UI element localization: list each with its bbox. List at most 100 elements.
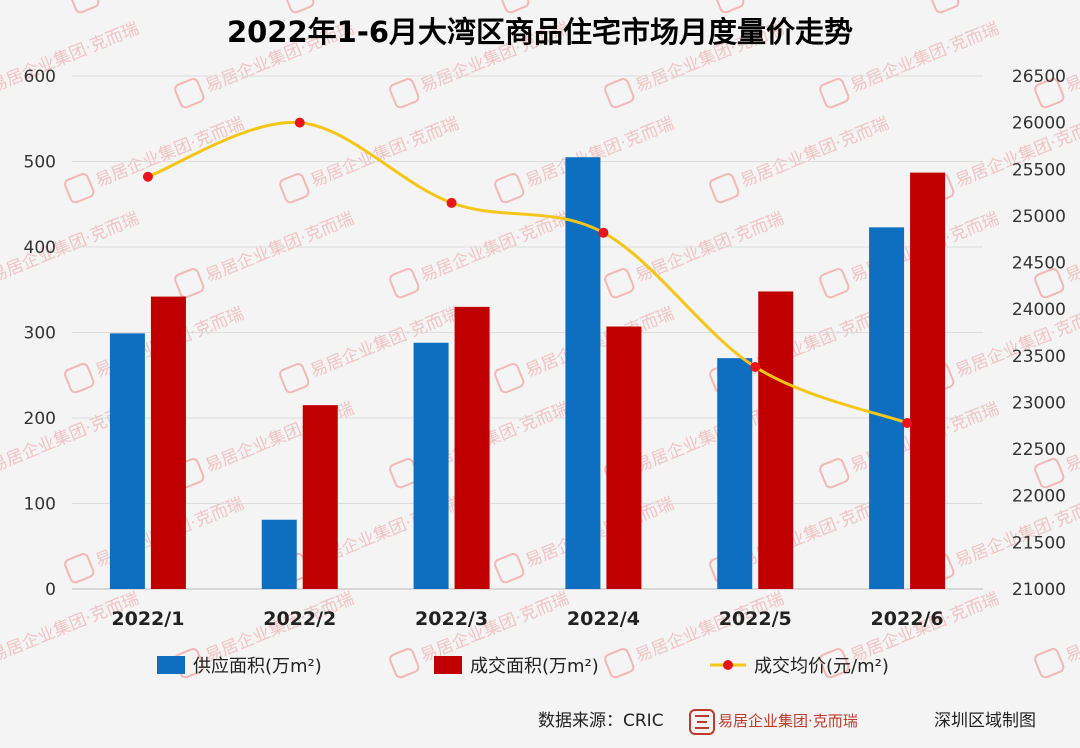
- watermark-logo-icon: [714, 0, 745, 14]
- footer: 数据来源：CRIC 易居企业集团·克而瑞 深圳区域制图: [538, 709, 1036, 735]
- y-right-tick-label: 26000: [1012, 114, 1066, 134]
- watermark-item: 易居企业集团·克而瑞: [0, 19, 142, 97]
- y-right-tick-label: 26500: [1012, 67, 1066, 87]
- y-left-tick-label: 500: [24, 153, 56, 173]
- brand-logo-icon: [689, 709, 715, 735]
- watermark-text: 易居企业集团·克而瑞: [958, 0, 1080, 2]
- bar-sales: [606, 326, 642, 589]
- y-right-tick-label: 24000: [1012, 300, 1066, 320]
- watermark-logo-icon: [929, 0, 960, 14]
- y-right-tick-label: 23500: [1012, 347, 1066, 367]
- bar-sales: [150, 296, 186, 589]
- watermark-logo-icon: [709, 173, 740, 204]
- legend-label: 供应面积(万m²): [193, 656, 322, 677]
- watermark-text: 易居企业集团·克而瑞: [203, 209, 357, 287]
- watermark-logo-icon: [69, 0, 100, 14]
- watermark-logo-icon: [279, 363, 310, 394]
- watermark-text: 易居企业集团·克而瑞: [1063, 589, 1080, 667]
- x-axis: 2022/1 2022/2 2022/3 2022/4 2022/5 2022/6: [111, 608, 943, 630]
- watermark-item: 易居企业集团·克而瑞: [499, 0, 682, 14]
- maker-text: 深圳区域制图: [934, 711, 1036, 731]
- price-point: [902, 417, 913, 428]
- y-axis-right: 21000 21500 22000 22500 23000 23500 24000 24500…: [1012, 67, 1066, 600]
- x-tick-label: 2022/1: [111, 608, 184, 630]
- watermark-logo-icon: [389, 648, 420, 679]
- legend-swatch: [434, 656, 462, 674]
- chart-title: 2022年1-6月大湾区商品住宅市场月度量价走势: [227, 15, 853, 49]
- watermark-text: 易居企业集团·克而瑞: [93, 114, 247, 192]
- watermark-text: 易居企业集团·克而瑞: [0, 19, 142, 97]
- bar-sales: [454, 306, 490, 589]
- watermark-logo-icon: [494, 173, 525, 204]
- watermark-logo-icon: [174, 78, 205, 109]
- watermark-logo-icon: [284, 0, 315, 14]
- grid-lines: [72, 75, 983, 590]
- watermark-text: 易居企业集团·克而瑞: [308, 114, 462, 192]
- watermark-text: 易居企业集团·克而瑞: [528, 0, 682, 2]
- price-point: [598, 227, 609, 238]
- legend-item: 成交面积(万m²): [434, 656, 599, 677]
- watermark-text: 易居企业集团·克而瑞: [98, 0, 252, 2]
- line-series: [142, 117, 913, 428]
- x-tick-label: 2022/6: [871, 608, 944, 630]
- watermark-logo-icon: [819, 268, 850, 299]
- bar-supply: [109, 333, 145, 589]
- y-left-tick-label: 600: [24, 67, 56, 87]
- y-left-tick-label: 100: [24, 495, 56, 515]
- watermark-item: 易居企业集团·克而瑞: [64, 114, 247, 204]
- bar-supply: [413, 342, 449, 589]
- y-right-tick-label: 23000: [1012, 393, 1066, 413]
- price-point: [750, 362, 761, 373]
- watermark-logo-icon: [64, 553, 95, 584]
- watermark-item: 易居企业集团·克而瑞: [0, 0, 37, 2]
- source-text: 数据来源：CRIC: [538, 711, 664, 731]
- watermark-logo-icon: [494, 363, 525, 394]
- price-point: [446, 197, 457, 208]
- y-left-tick-label: 200: [24, 409, 56, 429]
- bar-supply: [261, 519, 297, 589]
- watermark-text: 易居企业集团·克而瑞: [313, 0, 467, 2]
- watermark-text: 易居企业集团·克而瑞: [743, 0, 897, 2]
- watermark-logo-icon: [1034, 458, 1065, 489]
- bar-supply: [869, 227, 905, 589]
- legend-label: 成交均价(元/m²): [754, 656, 889, 677]
- watermark-item: 易居企业集团·克而瑞: [0, 589, 142, 667]
- price-line: [147, 121, 908, 425]
- watermark-logo-icon: [174, 268, 205, 299]
- x-tick-label: 2022/5: [719, 608, 792, 630]
- watermark-logo-icon: [389, 268, 420, 299]
- watermark-logo-icon: [64, 363, 95, 394]
- watermark-logo-icon: [819, 648, 850, 679]
- legend-label: 成交面积(万m²): [470, 656, 599, 677]
- legend-marker: [723, 660, 733, 670]
- brand-text: 易居企业集团·克而瑞: [718, 712, 858, 730]
- y-right-tick-label: 25500: [1012, 160, 1066, 180]
- watermark-logo-icon: [819, 78, 850, 109]
- y-right-tick-label: 24500: [1012, 254, 1066, 274]
- y-left-tick-label: 300: [24, 324, 56, 344]
- y-left-tick-label: 0: [45, 580, 56, 600]
- watermark-logo-icon: [1034, 268, 1065, 299]
- legend-item: 供应面积(万m²): [157, 656, 322, 677]
- bar-supply: [565, 157, 601, 589]
- watermark-logo-icon: [604, 268, 635, 299]
- watermark-item: 易居企业集团·克而瑞: [709, 114, 892, 204]
- x-tick-label: 2022/3: [415, 608, 488, 630]
- watermark-item: 易居企业集团·克而瑞: [389, 209, 572, 299]
- watermark-text: 易居企业集团·克而瑞: [848, 19, 1002, 97]
- y-right-tick-label: 22000: [1012, 487, 1066, 507]
- watermark-item: 易居企业集团·克而瑞: [1034, 19, 1080, 109]
- price-point: [294, 117, 305, 128]
- bar-sales: [910, 172, 946, 590]
- bar-supply: [717, 358, 753, 589]
- x-tick-label: 2022/4: [567, 608, 640, 630]
- watermark-logo-icon: [494, 553, 525, 584]
- watermark-item: 易居企业集团·克而瑞: [0, 209, 142, 287]
- watermark-logo-icon: [389, 78, 420, 109]
- watermark-item: 易居企业集团·克而瑞: [929, 0, 1080, 14]
- watermark-logo-icon: [604, 648, 635, 679]
- y-left-tick-label: 400: [24, 238, 56, 258]
- bar-sales: [758, 291, 794, 589]
- watermark-text: 易居企业集团·克而瑞: [418, 209, 572, 287]
